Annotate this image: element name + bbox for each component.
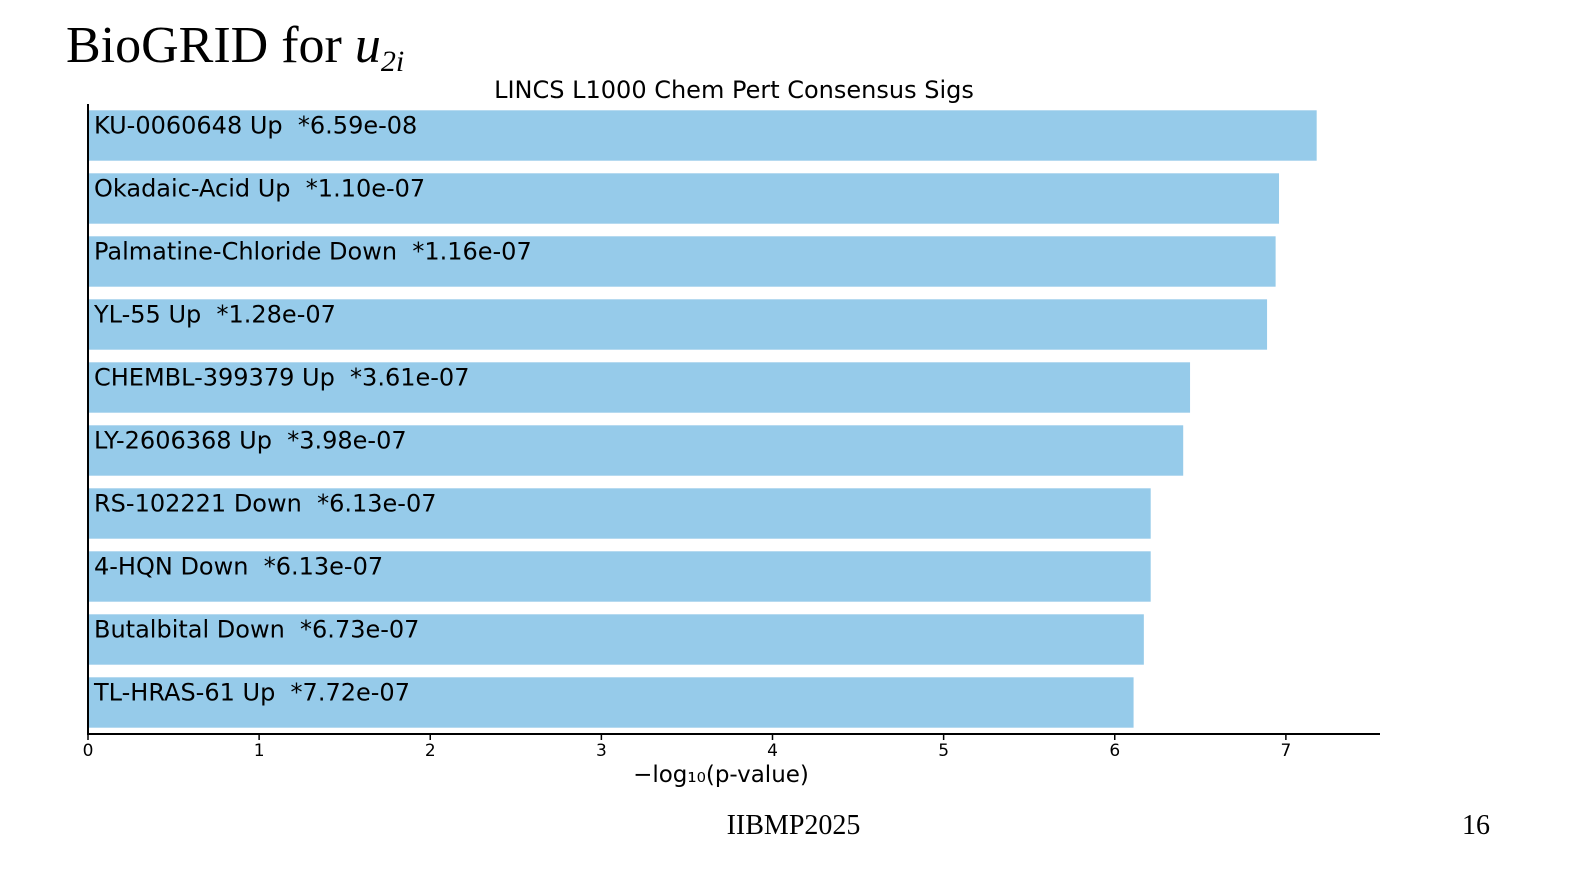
bar (88, 551, 1151, 602)
slide-title-prefix: BioGRID for (66, 17, 355, 74)
chart-title: LINCS L1000 Chem Pert Consensus Sigs (494, 76, 974, 104)
x-tick-label: 1 (254, 741, 265, 761)
bar (88, 425, 1184, 476)
slide-title-variable: u (354, 17, 381, 74)
bar (88, 677, 1134, 728)
bar-chart: LINCS L1000 Chem Pert Consensus Sigs KU-0… (83, 76, 1380, 788)
x-tick-label: 6 (1109, 741, 1120, 761)
bar-label: Palmatine-Chloride Down *1.16e-07 (94, 238, 532, 266)
x-tick-label: 7 (1280, 741, 1291, 761)
x-tick-label: 4 (767, 741, 778, 761)
page-number: 16 (1462, 810, 1490, 841)
bar-label: KU-0060648 Up *6.59e-08 (94, 112, 417, 140)
footer-text: IIBMP2025 (726, 810, 861, 841)
bar-label: Okadaic-Acid Up *1.10e-07 (94, 175, 425, 203)
x-tick-label: 2 (425, 741, 436, 761)
x-tick-label: 5 (938, 741, 949, 761)
bar (88, 173, 1280, 224)
bar (88, 110, 1317, 161)
bar (88, 614, 1144, 665)
slide-title-subscript: 2i (380, 45, 405, 78)
bar (88, 299, 1268, 350)
x-axis-label: −log₁₀(p-value) (633, 762, 809, 788)
bar (88, 362, 1191, 413)
x-tick-label: 0 (83, 741, 94, 761)
x-tick-label: 3 (596, 741, 607, 761)
bar-label: RS-102221 Down *6.13e-07 (94, 490, 436, 518)
bar-label: 4-HQN Down *6.13e-07 (94, 553, 383, 581)
bar-label: Butalbital Down *6.73e-07 (94, 616, 419, 644)
bar-label: LY-2606368 Up *3.98e-07 (94, 427, 407, 455)
bar (88, 236, 1276, 287)
bar-label: CHEMBL-399379 Up *3.61e-07 (94, 364, 469, 392)
bar-label: YL-55 Up *1.28e-07 (93, 301, 336, 329)
bar-label: TL-HRAS-61 Up *7.72e-07 (93, 679, 410, 707)
bar (88, 488, 1151, 539)
slide-title: BioGRID for u2i (66, 14, 404, 94)
